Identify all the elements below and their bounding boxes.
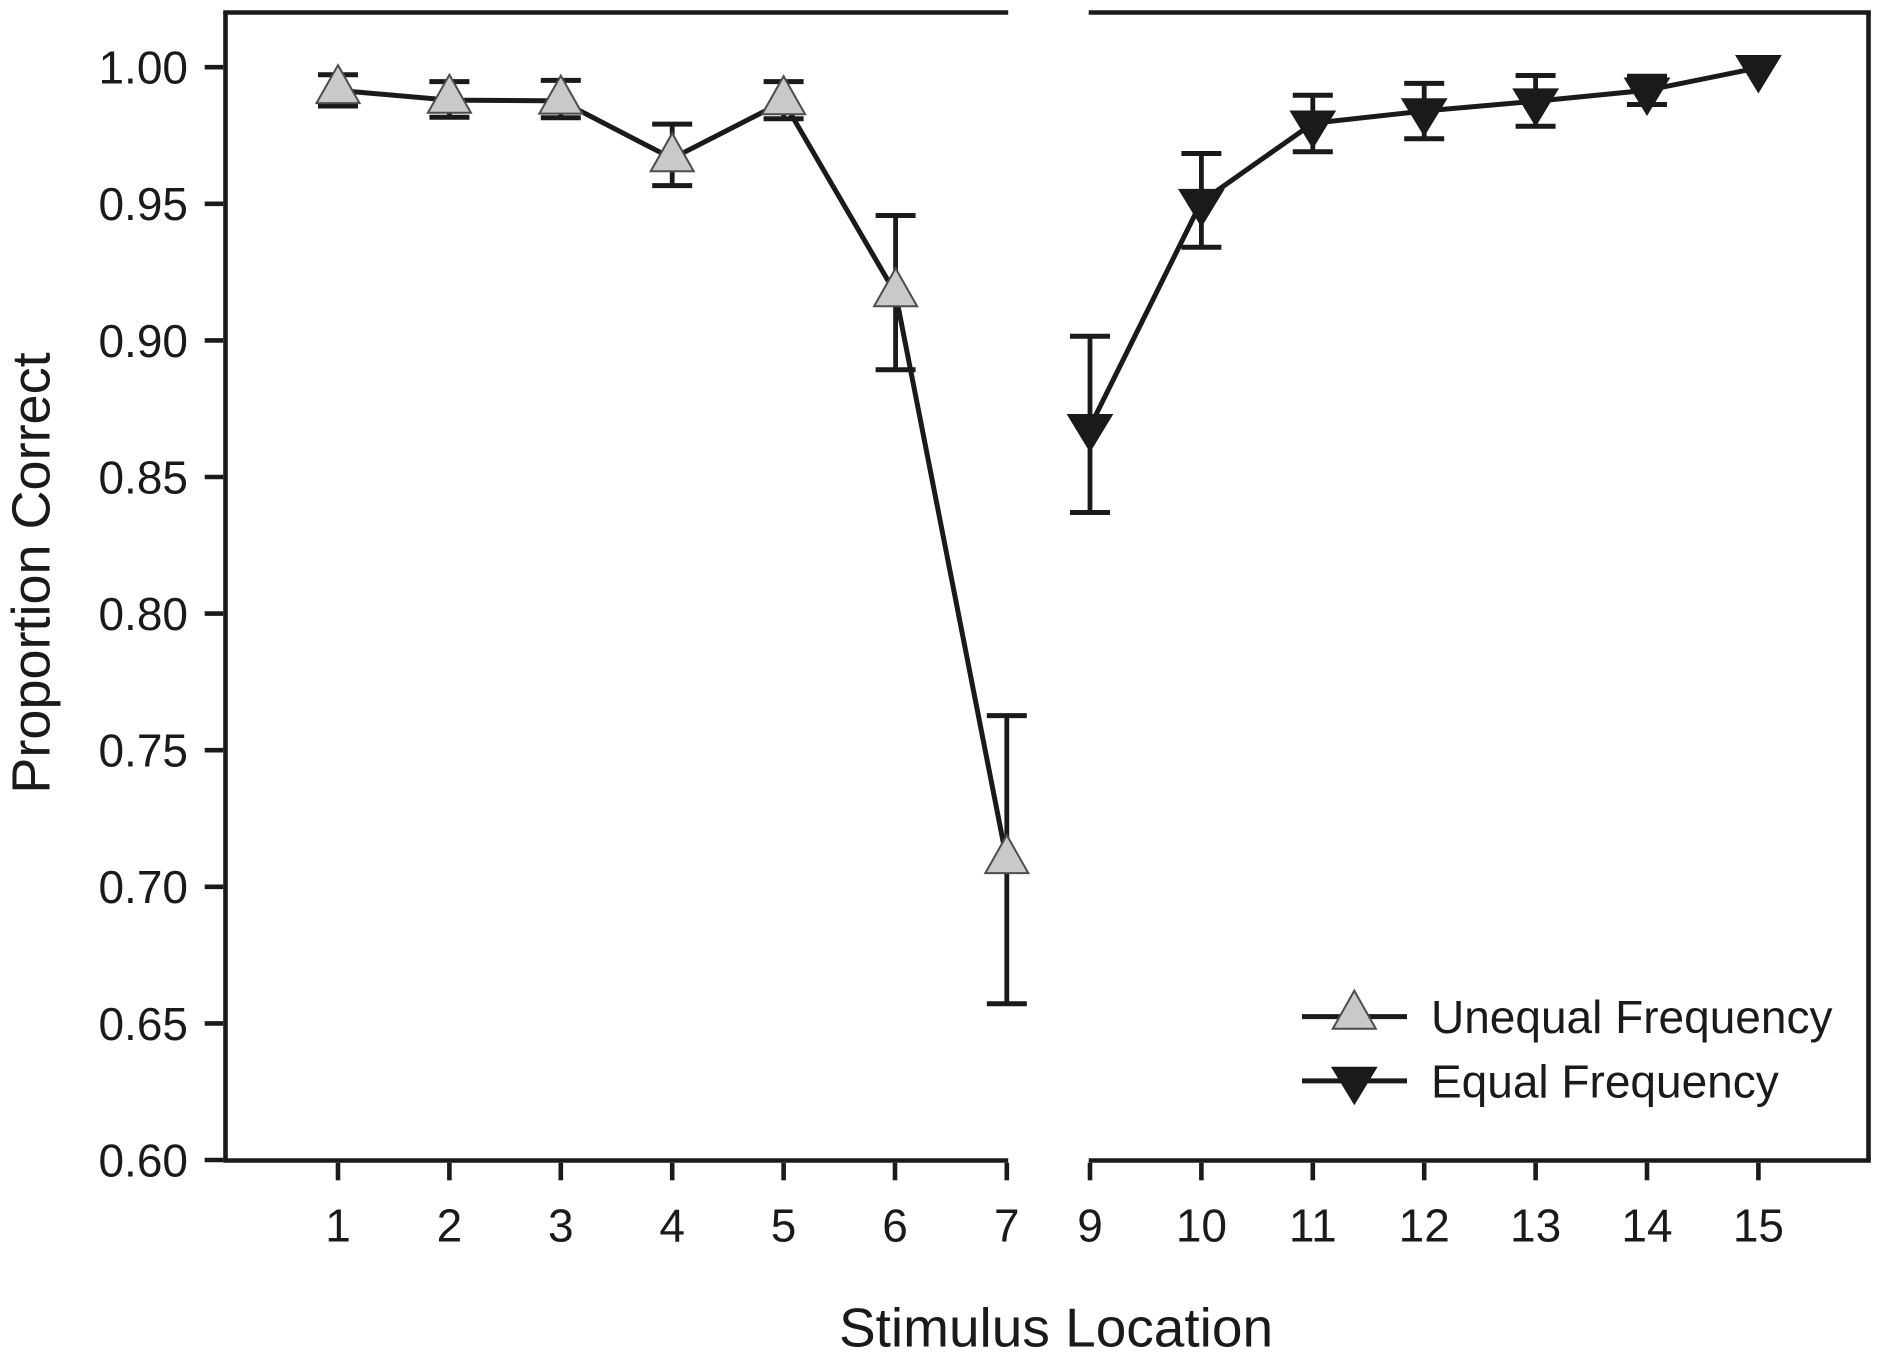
svg-text:9: 9	[1077, 1200, 1103, 1252]
svg-text:5: 5	[771, 1200, 797, 1252]
svg-text:14: 14	[1621, 1200, 1672, 1252]
svg-text:0.75: 0.75	[98, 725, 188, 777]
svg-text:10: 10	[1176, 1200, 1227, 1252]
svg-text:0.95: 0.95	[98, 178, 188, 230]
svg-text:Equal Frequency: Equal Frequency	[1431, 1055, 1779, 1107]
svg-text:11: 11	[1289, 1200, 1337, 1252]
svg-text:Stimulus Location: Stimulus Location	[839, 1297, 1273, 1359]
svg-text:2: 2	[437, 1200, 463, 1252]
svg-text:0.65: 0.65	[98, 998, 188, 1050]
svg-text:1: 1	[325, 1200, 351, 1252]
svg-text:Unequal Frequency: Unequal Frequency	[1431, 991, 1832, 1043]
svg-text:0.90: 0.90	[98, 315, 188, 367]
svg-text:12: 12	[1399, 1200, 1450, 1252]
svg-text:0.60: 0.60	[98, 1134, 188, 1186]
svg-text:0.70: 0.70	[98, 861, 188, 913]
svg-text:7: 7	[994, 1200, 1020, 1252]
svg-text:0.80: 0.80	[98, 588, 188, 640]
svg-text:3: 3	[548, 1200, 574, 1252]
svg-text:6: 6	[882, 1200, 908, 1252]
svg-text:13: 13	[1510, 1200, 1561, 1252]
svg-text:0.85: 0.85	[98, 451, 188, 503]
svg-text:Proportion Correct: Proportion Correct	[2, 352, 62, 793]
svg-text:4: 4	[659, 1200, 685, 1252]
svg-text:1.00: 1.00	[98, 42, 188, 94]
svg-text:15: 15	[1733, 1200, 1784, 1252]
